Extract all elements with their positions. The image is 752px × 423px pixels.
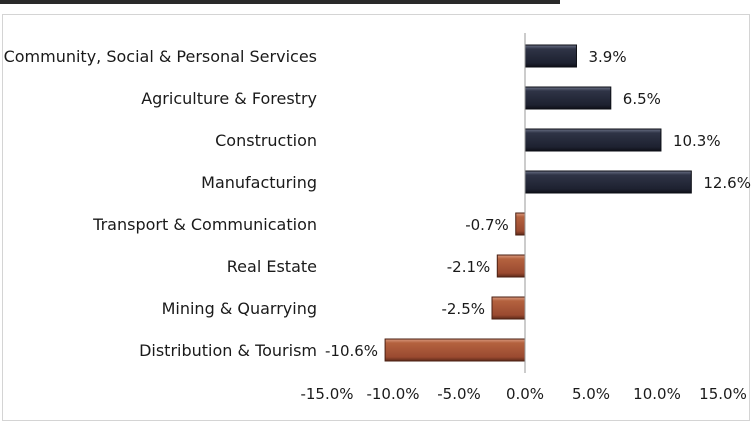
category-label-mining-quarrying: Mining & Quarrying: [162, 299, 317, 318]
x-tick-label: 15.0%: [699, 385, 747, 403]
bar-manufacturing: [524, 170, 692, 194]
bar-real-estate: [496, 254, 526, 278]
category-label-agriculture-forestry: Agriculture & Forestry: [141, 89, 317, 108]
category-label-distribution-tourism: Distribution & Tourism: [139, 341, 317, 360]
category-label-community-social-personal-services: Community, Social & Personal Services: [4, 47, 317, 66]
category-label-manufacturing: Manufacturing: [201, 173, 317, 192]
x-axis: -15.0% -10.0% -5.0% 0.0% 5.0% 10.0% 15.0%: [300, 33, 747, 403]
bar-agriculture-forestry: [524, 86, 612, 110]
category-label-real-estate: Real Estate: [227, 257, 317, 276]
chart-area: [2, 14, 750, 421]
value-label-distribution-tourism: -10.6%: [325, 342, 378, 360]
value-label-real-estate: -2.1%: [447, 258, 491, 276]
x-tick-label: -10.0%: [366, 385, 419, 403]
value-label-manufacturing: 12.6%: [703, 174, 751, 192]
category-label-transport-communication: Transport & Communication: [92, 215, 317, 234]
value-label-community-social-personal-services: 3.9%: [588, 48, 626, 66]
x-tick-label: -15.0%: [300, 385, 353, 403]
value-label-mining-quarrying: -2.5%: [441, 300, 485, 318]
bar-distribution-tourism: [384, 338, 526, 362]
value-label-construction: 10.3%: [673, 132, 721, 150]
category-label-construction: Construction: [215, 131, 317, 150]
bar-mining-quarrying: [491, 296, 526, 320]
value-label-agriculture-forestry: 6.5%: [623, 90, 661, 108]
bar-construction: [524, 128, 662, 152]
x-tick-label: 5.0%: [572, 385, 610, 403]
x-tick-label: 0.0%: [506, 385, 544, 403]
x-tick-label: 10.0%: [633, 385, 681, 403]
bar-transport-communication: [515, 212, 526, 236]
x-tick-label: -5.0%: [437, 385, 481, 403]
value-label-transport-communication: -0.7%: [465, 216, 509, 234]
category-labels: Community, Social & Personal Services Agr…: [4, 47, 317, 360]
cropped-title-fragment: [0, 0, 560, 4]
cropped-title-strip: [0, 0, 752, 6]
value-labels: 3.9% 6.5% 10.3% 12.6% -0.7% -2.1% -2.5% -10.6%: [325, 48, 751, 360]
bar-community-social-personal-services: [524, 44, 577, 68]
